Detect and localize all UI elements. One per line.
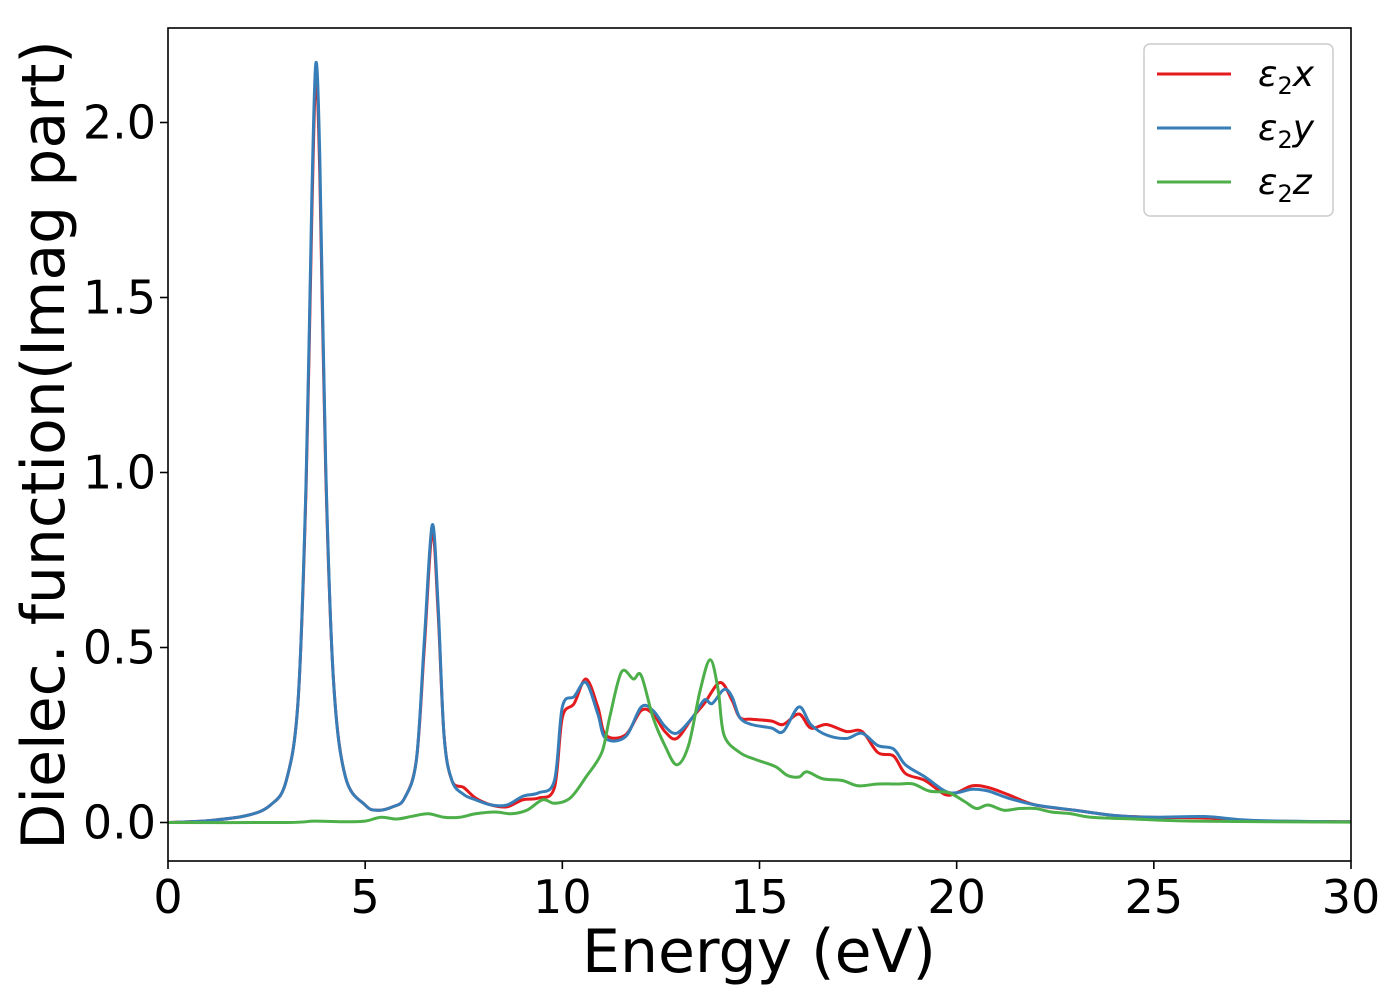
y-tick-label: 1.5 (83, 271, 156, 325)
legend-label-y: ε2y (1258, 108, 1315, 154)
legend-label-x: ε2x (1258, 54, 1315, 100)
y-tick-label: 0.0 (83, 796, 156, 850)
y-axis: 0.0 0.5 1.0 1.5 2.0 (83, 96, 168, 850)
x-tick-label: 5 (351, 870, 380, 924)
x-tick-label: 15 (730, 870, 789, 924)
y-tick-label: 0.5 (83, 621, 156, 675)
x-tick-label: 0 (153, 870, 182, 924)
series-line-z (168, 658, 1351, 825)
y-tick-label: 2.0 (83, 96, 156, 150)
y-axis-label: Dielec. function(Imag part) (9, 40, 79, 850)
y-tick-label: 1.0 (83, 446, 156, 500)
x-axis-label: Energy (eV) (582, 917, 936, 987)
series-layer (168, 60, 1351, 825)
x-axis: 0 5 10 15 20 25 30 (153, 861, 1380, 924)
legend: ε2x ε2y ε2z (1143, 43, 1334, 217)
x-tick-label: 10 (533, 870, 592, 924)
series-line-y (168, 60, 1351, 824)
legend-label-z: ε2z (1258, 162, 1313, 208)
x-tick-label: 20 (927, 870, 986, 924)
x-tick-label: 30 (1322, 870, 1381, 924)
legend-box (1143, 43, 1334, 217)
x-tick-label: 25 (1125, 870, 1184, 924)
